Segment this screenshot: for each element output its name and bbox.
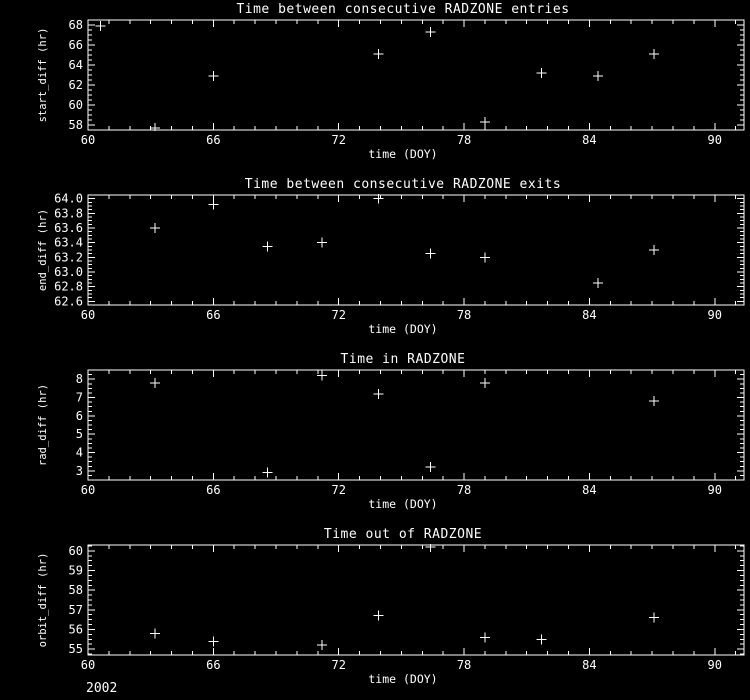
x-tick-label: 60 (81, 308, 95, 322)
plot-frame (87, 544, 745, 656)
plot-area-exit-intervals: 60 66 72 78 84 90 62.662.863.063.263.463.663.8… (54, 192, 745, 322)
y-tick-label: 3 (76, 464, 83, 478)
x-tick-label: 66 (206, 133, 220, 147)
chart-title: Time between consecutive RADZONE entries (236, 2, 570, 17)
y-tick-label: 62 (69, 78, 83, 92)
x-axis-label: time (DOY) (368, 497, 438, 511)
x-tick-label: 66 (206, 308, 220, 322)
x-tick-label: 60 (81, 658, 95, 672)
y-tick-label: 64 (69, 58, 83, 72)
plot-frame (87, 369, 745, 481)
y-tick-label: 63.0 (54, 265, 83, 279)
x-tick-label: 66 (206, 483, 220, 497)
x-tick-label: 90 (708, 308, 722, 322)
x-tick-label: 84 (582, 658, 596, 672)
chart-time-in-radzone: 60 66 72 78 84 90 3 4 5 6 7 8 Time in RADZONE rad_d… (0, 350, 750, 525)
x-tick-label: 78 (457, 133, 471, 147)
y-tick-label: 6 (76, 409, 83, 423)
y-tick-label: 60 (69, 544, 83, 558)
y-tick-label: 55 (69, 642, 83, 656)
x-tick-label: 72 (331, 483, 345, 497)
y-tick-label: 63.2 (54, 250, 83, 264)
x-axis-label: time (DOY) (368, 672, 438, 686)
y-tick-label: 56 (69, 622, 83, 636)
y-tick-label: 8 (76, 372, 83, 386)
data-points (149, 194, 660, 288)
y-tick-label: 62.8 (54, 280, 83, 294)
x-tick-label: 90 (708, 483, 722, 497)
year-label: 2002 (86, 681, 118, 696)
x-tick-label: 78 (457, 308, 471, 322)
x-tick-label: 84 (582, 308, 596, 322)
chart-title: Time in RADZONE (340, 352, 466, 367)
y-tick-label: 4 (76, 446, 83, 460)
y-tick-label: 5 (76, 427, 83, 441)
x-axis-label: time (DOY) (368, 147, 438, 161)
y-tick-label: 62.6 (54, 294, 83, 308)
data-points (149, 370, 660, 478)
y-tick-label: 58 (69, 583, 83, 597)
data-points (95, 21, 660, 131)
x-tick-label: 72 (331, 308, 345, 322)
x-tick-label: 66 (206, 658, 220, 672)
x-tick-label: 90 (708, 658, 722, 672)
plot-frame (87, 194, 745, 306)
plot-area-time-out-of-radzone: 60 66 72 78 84 90 55 56 57 58 59 60 (69, 544, 745, 672)
y-axis-label: end_diff (hr) (37, 208, 49, 292)
chart-radzone-entry-intervals: 60 66 72 78 84 90 58 60 62 64 66 68 Time between co… (0, 0, 750, 175)
chart-time-out-of-radzone: 60 66 72 78 84 90 55 56 57 58 59 60 Time out of RAD… (0, 525, 750, 700)
x-tick-label: 72 (331, 133, 345, 147)
x-tick-label: 78 (457, 483, 471, 497)
x-tick-label: 60 (81, 133, 95, 147)
y-tick-label: 64.0 (54, 192, 83, 206)
chart-radzone-exit-intervals: 60 66 72 78 84 90 62.6 62.8 63.0 63.2 63.4 63.6 63.8… (0, 175, 750, 350)
x-tick-label: 90 (708, 133, 722, 147)
x-tick-label: 84 (582, 133, 596, 147)
y-tick-label: 60 (69, 98, 83, 112)
y-tick-label: 58 (69, 118, 83, 132)
chart-title: Time out of RADZONE (323, 527, 483, 542)
y-tick-label: 66 (69, 38, 83, 52)
y-tick-label: 7 (76, 391, 83, 405)
data-points (149, 544, 660, 651)
x-tick-label: 60 (81, 483, 95, 497)
y-tick-label: 63.8 (54, 206, 83, 220)
plot-frame (87, 19, 745, 131)
y-tick-label: 63.4 (54, 236, 83, 250)
y-tick-label: 59 (69, 564, 83, 578)
y-tick-label: 68 (69, 18, 83, 32)
y-axis-label: start_diff (hr) (37, 27, 49, 123)
x-tick-label: 72 (331, 658, 345, 672)
y-axis-label: rad_diff (hr) (37, 383, 49, 467)
x-axis-label: time (DOY) (368, 322, 438, 336)
x-tick-label: 84 (582, 483, 596, 497)
x-tick-label: 78 (457, 658, 471, 672)
chart-title: Time between consecutive RADZONE exits (244, 177, 562, 192)
y-tick-label: 57 (69, 603, 83, 617)
y-tick-label: 63.6 (54, 221, 83, 235)
y-axis-label: orbit_diff (hr) (37, 552, 49, 648)
